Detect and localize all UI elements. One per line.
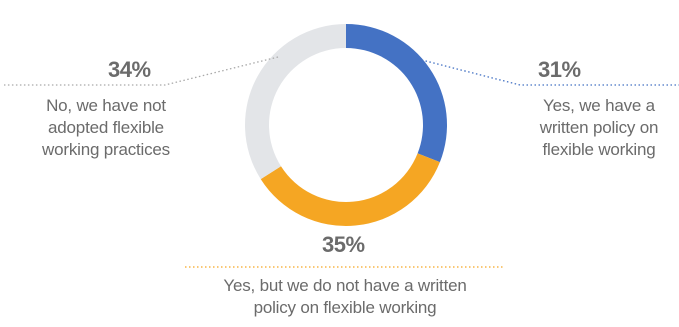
slice-label-not-adopted: No, we have not adopted flexible working… [6,95,206,161]
slice-no-written-policy [260,153,440,227]
slice-label-no-written-policy: Yes, but we do not have a written policy… [180,275,510,319]
slice-label-line: Yes, but we do not have a written [223,276,467,295]
slice-label-line: flexible working [542,140,656,159]
percent-label-yes-written-policy: 31% [538,57,581,82]
slice-label-yes-written-policy: Yes, we have a written policy on flexibl… [520,95,678,161]
leader-line-not-adopted [4,56,279,86]
slice-label-line: adopted flexible [48,118,164,137]
percent-label-not-adopted: 34% [108,57,151,82]
slice-label-line: working practices [42,140,170,159]
donut-slices [245,24,447,227]
slice-label-line: No, we have not [46,96,166,115]
slice-label-line: Yes, we have a [543,96,655,115]
percent-label-no-written-policy: 35% [322,232,365,257]
slice-label-line: written policy on [539,118,659,137]
slice-not-adopted [245,24,346,180]
slice-label-line: policy on flexible working [253,298,437,317]
slice-yes-written-policy [346,24,447,163]
